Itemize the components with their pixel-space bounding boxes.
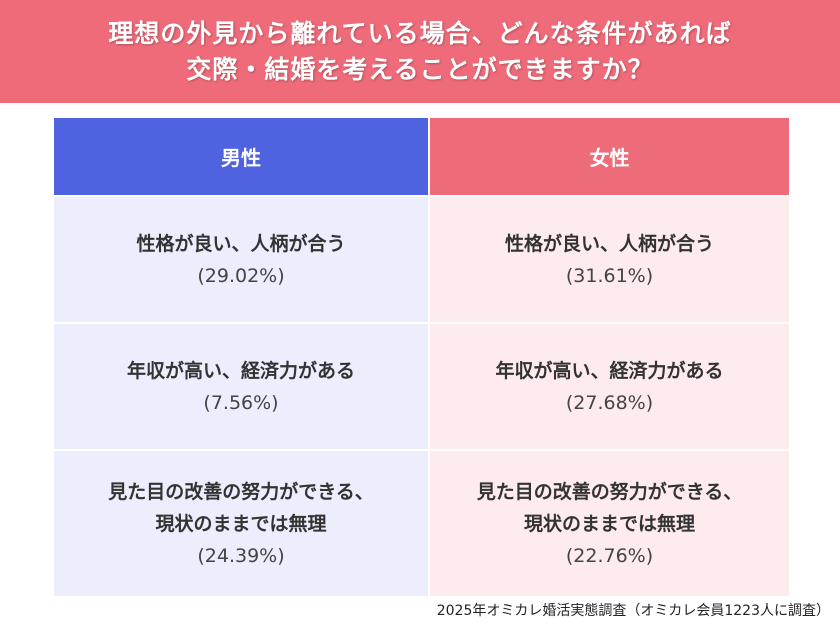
- percentage: (27.68%): [565, 391, 654, 414]
- condition-text: 性格が良い、人柄が合う: [136, 232, 346, 255]
- condition-text: 見た目の改善の努力ができる、: [108, 480, 374, 503]
- header-male: 男性: [54, 118, 428, 195]
- cell-female-row-1: 性格が良い、人柄が合う (31.61%): [430, 197, 789, 322]
- title-banner: 理想の外見から離れている場合、どんな条件があれば 交際・結婚を考えることができま…: [0, 0, 840, 103]
- condition-text-line-2: 現状のままでは無理: [155, 512, 327, 535]
- header-female: 女性: [430, 118, 789, 195]
- cell-male-row-1: 性格が良い、人柄が合う (29.02%): [54, 197, 428, 322]
- source-note: 2025年オミカレ婚活実態調査（オミカレ会員1223人に調査）: [436, 603, 830, 619]
- cell-male-row-2: 年収が高い、経済力がある (7.56%): [54, 324, 428, 449]
- comparison-table: 男性 女性 性格が良い、人柄が合う (29.02%) 性格が良い、人柄が合う (…: [54, 118, 789, 596]
- percentage: (31.61%): [565, 264, 654, 287]
- condition-text: 年収が高い、経済力がある: [495, 359, 724, 382]
- cell-male-row-3: 見た目の改善の努力ができる、 現状のままでは無理 (24.39%): [54, 451, 428, 596]
- condition-text-line-2: 現状のままでは無理: [523, 512, 695, 535]
- cell-female-row-3: 見た目の改善の努力ができる、 現状のままでは無理 (22.76%): [430, 451, 789, 596]
- percentage: (29.02%): [197, 264, 285, 287]
- condition-text: 性格が良い、人柄が合う: [504, 232, 714, 255]
- condition-text: 年収が高い、経済力がある: [126, 359, 355, 382]
- percentage: (22.76%): [565, 544, 654, 567]
- percentage: (24.39%): [197, 544, 285, 567]
- title-line-2: 交際・結婚を考えることができますか？: [186, 54, 654, 84]
- title-line-1: 理想の外見から離れている場合、どんな条件があれば: [108, 18, 732, 48]
- cell-female-row-2: 年収が高い、経済力がある (27.68%): [430, 324, 789, 449]
- condition-text: 見た目の改善の努力ができる、: [476, 480, 743, 503]
- percentage: (7.56%): [203, 391, 279, 414]
